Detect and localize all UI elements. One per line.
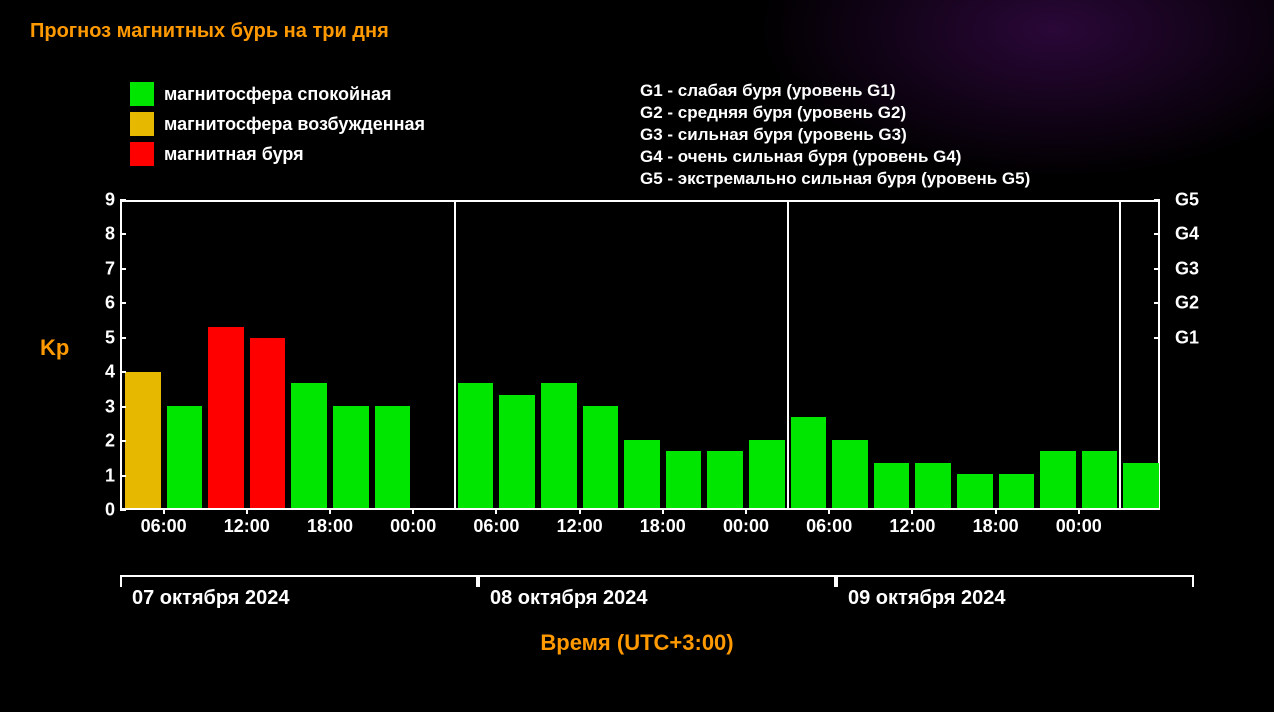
kp-chart: 06:00 12:00 18:00 00:00 06:00 12:00 18:00 00:00… [75, 200, 1205, 540]
y-tick-label: 2 [75, 431, 115, 452]
legend-item: магнитосфера возбужденная [130, 110, 425, 138]
y-tick-mark [120, 268, 126, 270]
x-tick-label: 06:00 [141, 508, 187, 537]
legend-label: магнитосфера спокойная [164, 80, 392, 108]
x-tick-label: 12:00 [557, 508, 603, 537]
kp-bar [915, 463, 951, 508]
legend-g-levels: G1 - слабая буря (уровень G1) G2 - средн… [640, 80, 1030, 190]
y-tick-label: 9 [75, 190, 115, 211]
y-tick-mark [120, 475, 126, 477]
page-title: Прогноз магнитных бурь на три дня [30, 20, 389, 43]
legend-g-line: G5 - экстремально сильная буря (уровень … [640, 168, 1030, 190]
x-axis-title: Время (UTC+3:00) [0, 630, 1274, 656]
kp-bar [749, 440, 785, 508]
legend-state: магнитосфера спокойная магнитосфера возб… [130, 80, 425, 170]
day-separator [1119, 202, 1121, 508]
kp-bar [291, 383, 327, 508]
y-tick-label: 1 [75, 465, 115, 486]
g-tick-label: G1 [1165, 327, 1205, 348]
date-label: 09 октября 2024 [836, 575, 1194, 610]
day-separator [454, 202, 456, 508]
kp-bar [832, 440, 868, 508]
x-tick-label: 12:00 [889, 508, 935, 537]
x-tick-label: 18:00 [973, 508, 1019, 537]
kp-bar [957, 474, 993, 508]
kp-bar [1040, 451, 1076, 508]
kp-bar [541, 383, 577, 508]
legend-swatch [130, 142, 154, 166]
plot-inner: 06:0012:0018:0000:0006:0012:0018:0000:00… [122, 202, 1158, 508]
legend-g-line: G4 - очень сильная буря (уровень G4) [640, 146, 1030, 168]
x-tick-label: 18:00 [307, 508, 353, 537]
legend-swatch [130, 112, 154, 136]
kp-bar [167, 406, 203, 508]
kp-bar [874, 463, 910, 508]
legend-label: магнитная буря [164, 140, 304, 168]
date-row: 07 октября 2024 08 октября 2024 09 октяб… [120, 575, 1194, 610]
g-tick-label: G3 [1165, 258, 1205, 279]
day-separator [787, 202, 789, 508]
y-tick-mark [120, 199, 126, 201]
kp-bar [999, 474, 1035, 508]
g-tick-mark [1154, 199, 1160, 201]
legend-g-line: G1 - слабая буря (уровень G1) [640, 80, 1030, 102]
g-tick-label: G4 [1165, 224, 1205, 245]
date-label: 07 октября 2024 [120, 575, 478, 610]
kp-bar [333, 406, 369, 508]
y-tick-label: 6 [75, 293, 115, 314]
y-tick-mark [120, 302, 126, 304]
y-tick-label: 7 [75, 258, 115, 279]
g-tick-label: G5 [1165, 190, 1205, 211]
g-tick-label: G2 [1165, 293, 1205, 314]
legend-swatch [130, 82, 154, 106]
plot-area: 06:0012:0018:0000:0006:0012:0018:0000:00… [120, 200, 1160, 510]
kp-bar [250, 338, 286, 508]
kp-bar [666, 451, 702, 508]
y-axis-label: Kp [40, 335, 69, 361]
g-tick-mark [1154, 268, 1160, 270]
kp-bar [375, 406, 411, 508]
kp-bar [624, 440, 660, 508]
kp-bar [707, 451, 743, 508]
kp-bar [1082, 451, 1118, 508]
y-tick-mark [120, 337, 126, 339]
y-tick-label: 4 [75, 362, 115, 383]
g-tick-mark [1154, 302, 1160, 304]
kp-bar [583, 406, 619, 508]
x-tick-label: 00:00 [723, 508, 769, 537]
y-tick-mark [120, 440, 126, 442]
x-tick-label: 06:00 [473, 508, 519, 537]
kp-bar [1123, 463, 1159, 508]
legend-item: магнитосфера спокойная [130, 80, 425, 108]
x-tick-label: 06:00 [806, 508, 852, 537]
x-tick-label: 12:00 [224, 508, 270, 537]
x-tick-label: 18:00 [640, 508, 686, 537]
y-tick-label: 5 [75, 327, 115, 348]
kp-bar [499, 395, 535, 508]
legend-g-line: G2 - средняя буря (уровень G2) [640, 102, 1030, 124]
kp-bar [458, 383, 494, 508]
date-label: 08 октября 2024 [478, 575, 836, 610]
kp-bar [208, 327, 244, 508]
y-tick-label: 0 [75, 500, 115, 521]
legend-item: магнитная буря [130, 140, 425, 168]
legend-label: магнитосфера возбужденная [164, 110, 425, 138]
kp-bar [791, 417, 827, 508]
legend-g-line: G3 - сильная буря (уровень G3) [640, 124, 1030, 146]
g-tick-mark [1154, 233, 1160, 235]
x-tick-label: 00:00 [390, 508, 436, 537]
y-tick-label: 3 [75, 396, 115, 417]
y-tick-mark [120, 233, 126, 235]
y-tick-mark [120, 371, 126, 373]
y-tick-mark [120, 406, 126, 408]
y-tick-label: 8 [75, 224, 115, 245]
kp-bar [125, 372, 161, 508]
x-tick-label: 00:00 [1056, 508, 1102, 537]
y-tick-mark [120, 509, 126, 511]
g-tick-mark [1154, 337, 1160, 339]
